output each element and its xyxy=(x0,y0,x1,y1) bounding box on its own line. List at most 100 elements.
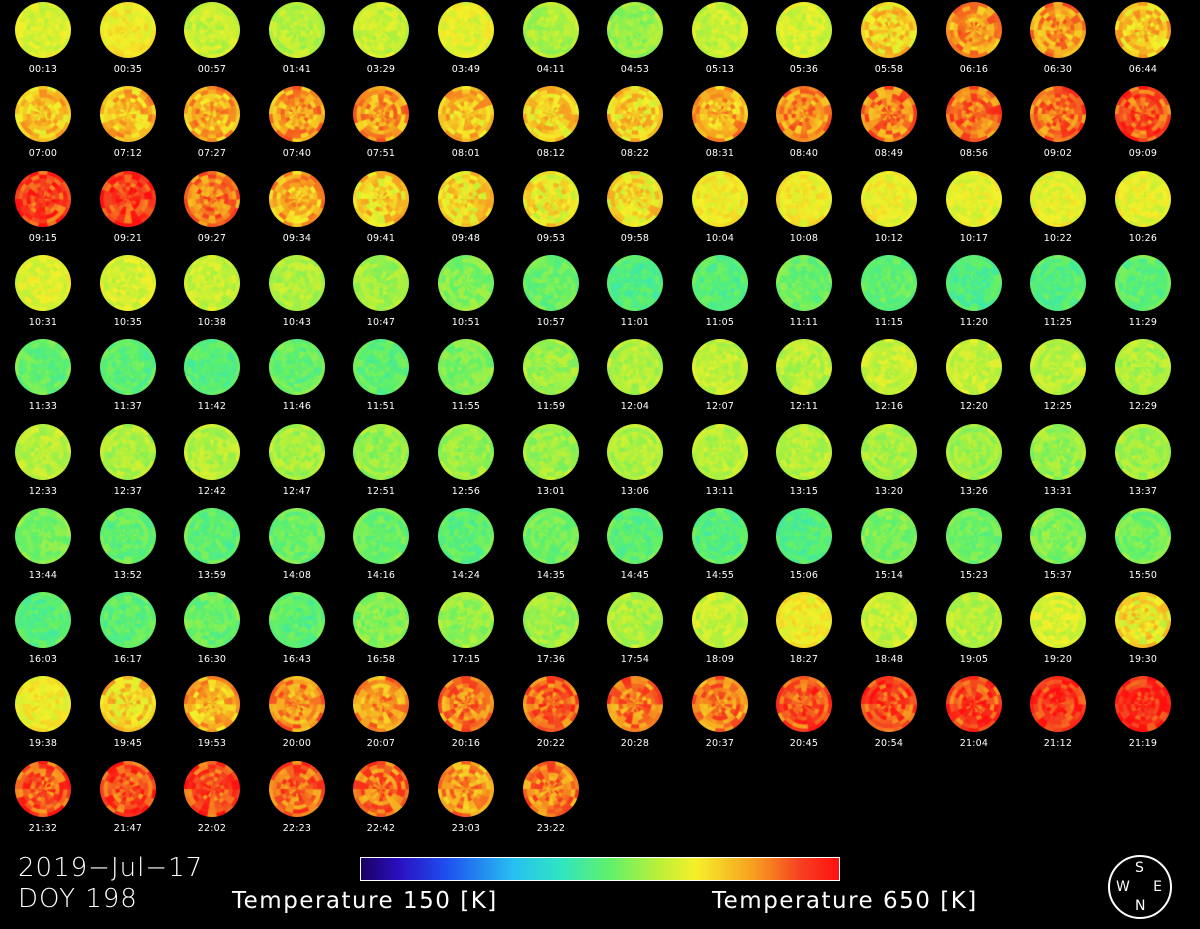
thermal-frame: 10:51 xyxy=(424,253,508,335)
thermal-frame: 08:12 xyxy=(509,84,593,166)
frame-time-label: 10:57 xyxy=(536,317,566,328)
frame-time-label: 11:20 xyxy=(959,317,989,328)
thermal-frame: 14:35 xyxy=(509,506,593,588)
frame-time-label: 13:31 xyxy=(1043,486,1073,497)
frame-time-label: 11:11 xyxy=(789,317,819,328)
thermal-disk-image xyxy=(607,171,663,227)
frame-time-label: 11:15 xyxy=(874,317,904,328)
thermal-frame: 08:31 xyxy=(678,84,762,166)
thermal-disk-image xyxy=(353,339,409,395)
frame-time-label: 15:50 xyxy=(1128,570,1158,581)
temperature-colorbar xyxy=(360,857,840,881)
compass-east-label: E xyxy=(1153,879,1162,895)
frame-time-label: 09:48 xyxy=(451,233,481,244)
thermal-disk-image xyxy=(1115,676,1171,732)
thermal-frame: 10:35 xyxy=(86,253,170,335)
thermal-disk-image xyxy=(184,86,240,142)
compass-south-label: S xyxy=(1135,860,1144,876)
thermal-frame: 05:13 xyxy=(678,0,762,82)
thermal-disk-image xyxy=(353,761,409,817)
thermal-frame: 09:34 xyxy=(255,169,339,251)
frame-time-label: 13:15 xyxy=(789,486,819,497)
frame-time-label: 08:22 xyxy=(620,148,650,159)
thermal-frame: 12:29 xyxy=(1101,337,1185,419)
frame-time-label: 15:37 xyxy=(1043,570,1073,581)
frame-time-label: 12:42 xyxy=(197,486,227,497)
thermal-frame: 15:23 xyxy=(932,506,1016,588)
thermal-frame: 11:15 xyxy=(847,253,931,335)
frame-time-label: 14:45 xyxy=(620,570,650,581)
frame-time-label: 10:43 xyxy=(282,317,312,328)
frame-time-label: 22:42 xyxy=(366,823,396,834)
thermal-disk-image xyxy=(861,2,917,58)
thermal-frame: 16:03 xyxy=(1,590,85,672)
thermal-frame: 08:56 xyxy=(932,84,1016,166)
frame-time-label: 13:01 xyxy=(536,486,566,497)
thermal-disk-image xyxy=(15,86,71,142)
thermal-disk-image xyxy=(523,508,579,564)
thermal-disk-image xyxy=(353,676,409,732)
frame-time-label: 13:26 xyxy=(959,486,989,497)
frame-time-label: 12:29 xyxy=(1128,401,1158,412)
thermal-frame: 13:59 xyxy=(170,506,254,588)
thermal-frame: 00:35 xyxy=(86,0,170,82)
thermal-disk-image xyxy=(100,339,156,395)
thermal-disk-image xyxy=(353,424,409,480)
frame-time-label: 17:36 xyxy=(536,654,566,665)
thermal-disk-image xyxy=(523,592,579,648)
thermal-frame: 04:53 xyxy=(593,0,677,82)
thermal-disk-image xyxy=(1115,86,1171,142)
thermal-frame: 19:05 xyxy=(932,590,1016,672)
frame-time-label: 16:03 xyxy=(28,654,58,665)
frame-time-label: 22:02 xyxy=(197,823,227,834)
thermal-frame: 00:57 xyxy=(170,0,254,82)
thermal-disk-image xyxy=(269,761,325,817)
thermal-disk-image xyxy=(1030,255,1086,311)
thermal-frame: 09:27 xyxy=(170,169,254,251)
frame-time-label: 15:06 xyxy=(789,570,819,581)
thermal-disk-image xyxy=(438,171,494,227)
frame-time-label: 20:07 xyxy=(366,738,396,749)
thermal-disk-image xyxy=(438,2,494,58)
thermal-frame: 11:55 xyxy=(424,337,508,419)
thermal-disk-image xyxy=(15,508,71,564)
thermal-disk-image xyxy=(607,508,663,564)
thermal-frame: 06:16 xyxy=(932,0,1016,82)
thermal-frame: 20:45 xyxy=(762,674,846,756)
thermal-disk-image xyxy=(523,255,579,311)
thermal-disk-image xyxy=(607,424,663,480)
thermal-frame: 11:25 xyxy=(1016,253,1100,335)
thermal-disk-image xyxy=(946,592,1002,648)
frame-time-label: 09:02 xyxy=(1043,148,1073,159)
thermal-frame: 19:45 xyxy=(86,674,170,756)
thermal-frame: 18:09 xyxy=(678,590,762,672)
colorbar-min-label: Temperature 150 [K] xyxy=(232,888,498,914)
frame-time-label: 05:58 xyxy=(874,64,904,75)
thermal-disk-image xyxy=(15,339,71,395)
thermal-frame: 12:47 xyxy=(255,422,339,504)
thermal-frame: 05:36 xyxy=(762,0,846,82)
frame-time-label: 13:37 xyxy=(1128,486,1158,497)
thermal-frame: 11:37 xyxy=(86,337,170,419)
thermal-frame: 19:20 xyxy=(1016,590,1100,672)
frame-time-label: 13:59 xyxy=(197,570,227,581)
thermal-frame: 10:31 xyxy=(1,253,85,335)
thermal-frame: 12:11 xyxy=(762,337,846,419)
thermal-frame: 21:04 xyxy=(932,674,1016,756)
thermal-frame: 12:07 xyxy=(678,337,762,419)
thermal-frame: 10:08 xyxy=(762,169,846,251)
thermal-disk-image xyxy=(1030,424,1086,480)
thermal-frame: 14:45 xyxy=(593,506,677,588)
thermal-disk-image xyxy=(523,86,579,142)
frame-time-label: 13:20 xyxy=(874,486,904,497)
thermal-disk-image xyxy=(776,424,832,480)
frame-time-label: 11:59 xyxy=(536,401,566,412)
frame-time-label: 21:47 xyxy=(113,823,143,834)
thermal-frame: 03:29 xyxy=(339,0,423,82)
thermal-frame: 19:30 xyxy=(1101,590,1185,672)
frame-time-label: 08:56 xyxy=(959,148,989,159)
thermal-frame: 07:51 xyxy=(339,84,423,166)
frame-time-label: 20:00 xyxy=(282,738,312,749)
frame-time-label: 12:37 xyxy=(113,486,143,497)
thermal-frame: 07:40 xyxy=(255,84,339,166)
